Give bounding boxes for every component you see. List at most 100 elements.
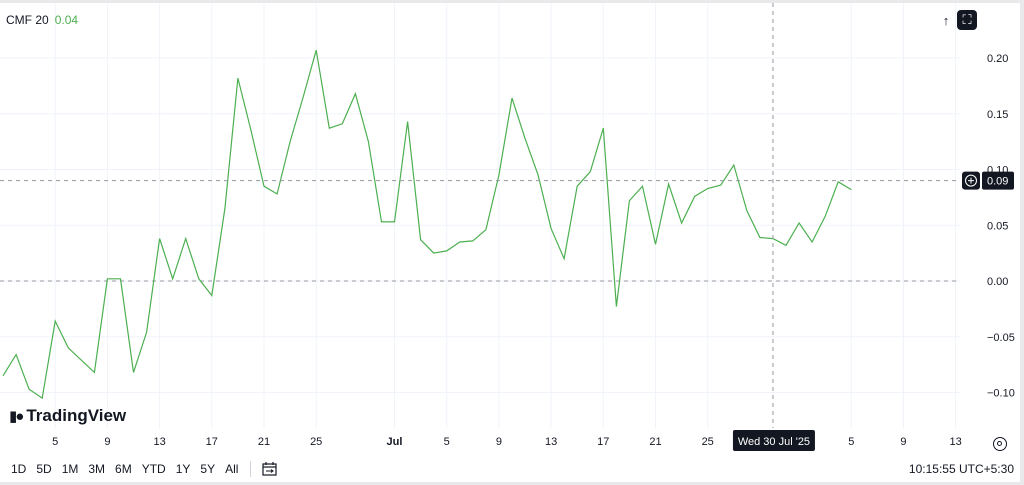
range-button-3m[interactable]: 3M	[88, 461, 106, 476]
x-tick-label: 17	[597, 436, 609, 448]
data-point[interactable]	[184, 237, 187, 240]
calendar-range-icon[interactable]	[261, 461, 279, 477]
range-button-5y[interactable]: 5Y	[200, 461, 216, 476]
data-point[interactable]	[41, 397, 44, 400]
tradingview-logo: ▮● TradingView	[9, 406, 126, 426]
arrow-up-icon[interactable]: ↑	[942, 12, 950, 28]
data-point[interactable]	[249, 129, 252, 132]
cmf-series-line[interactable]	[2, 50, 852, 400]
x-tick-label: 5	[848, 436, 854, 448]
data-point[interactable]	[445, 249, 448, 252]
data-point[interactable]	[302, 96, 305, 99]
data-point[interactable]	[758, 236, 761, 239]
y-tick-label: −0.10	[987, 388, 1015, 400]
range-button-1m[interactable]: 1M	[61, 461, 79, 476]
y-tick-label: 0.00	[987, 276, 1008, 288]
clock[interactable]: 10:15:55 UTC+5:30	[908, 462, 1014, 476]
data-point[interactable]	[263, 185, 266, 188]
data-point[interactable]	[602, 127, 605, 130]
data-point[interactable]	[28, 388, 31, 391]
data-point[interactable]	[197, 277, 200, 280]
data-point[interactable]	[628, 199, 631, 202]
data-point[interactable]	[171, 277, 174, 280]
data-point[interactable]	[785, 244, 788, 247]
data-point[interactable]	[236, 77, 239, 80]
crosshair-date-text: Wed 30 Jul '25	[738, 436, 810, 448]
data-point[interactable]	[524, 137, 527, 140]
range-button-ytd[interactable]: YTD	[141, 461, 166, 476]
fit-screen-icon[interactable]: ⛶	[957, 10, 977, 30]
data-point[interactable]	[706, 187, 709, 190]
x-tick-label: 9	[900, 436, 906, 448]
data-point[interactable]	[328, 127, 331, 130]
data-point[interactable]	[406, 120, 409, 123]
data-point[interactable]	[471, 239, 474, 242]
chart-frame: 0.20 0.15 0.10 0.05 0.00 −0.05 −0.10 5 9 13 17 21 25…	[0, 3, 1020, 482]
data-point[interactable]	[563, 257, 566, 260]
data-point[interactable]	[850, 188, 853, 191]
data-point[interactable]	[393, 220, 396, 223]
indicator-legend[interactable]: CMF 20 0.04	[6, 13, 78, 27]
data-point[interactable]	[680, 222, 683, 225]
data-point[interactable]	[367, 140, 370, 143]
data-point[interactable]	[432, 252, 435, 255]
data-point[interactable]	[289, 140, 292, 143]
data-point[interactable]	[15, 353, 18, 356]
data-point[interactable]	[276, 193, 279, 196]
data-point[interactable]	[824, 215, 827, 218]
data-point[interactable]	[119, 277, 122, 280]
add-alert-plus-icon[interactable]	[962, 171, 980, 190]
data-point[interactable]	[837, 180, 840, 183]
data-point[interactable]	[132, 371, 135, 374]
range-button-all[interactable]: All	[225, 461, 239, 476]
x-tick-label: 5	[52, 436, 58, 448]
data-point[interactable]	[654, 243, 657, 246]
data-point[interactable]	[537, 174, 540, 177]
settings-icon[interactable]	[993, 437, 1007, 451]
data-point[interactable]	[811, 240, 814, 243]
data-point[interactable]	[745, 209, 748, 212]
range-button-1d[interactable]: 1D	[11, 461, 27, 476]
data-point[interactable]	[798, 222, 801, 225]
x-tick-label: 9	[104, 436, 110, 448]
data-point[interactable]	[380, 220, 383, 223]
data-point[interactable]	[341, 122, 344, 125]
data-point[interactable]	[419, 238, 422, 241]
data-point[interactable]	[667, 182, 670, 185]
last-value-text: 0.09	[987, 176, 1008, 188]
data-point[interactable]	[484, 228, 487, 231]
cmf-chart[interactable]: 0.200.150.100.050.00−0.05−0.105 9 13 17 21 25…	[0, 3, 1020, 482]
data-point[interactable]	[589, 170, 592, 173]
x-tick-label: 17	[206, 436, 218, 448]
data-point[interactable]	[93, 371, 96, 374]
toolbar-divider	[250, 460, 252, 477]
data-point[interactable]	[106, 277, 109, 280]
data-point[interactable]	[550, 227, 553, 230]
range-button-5d[interactable]: 5D	[36, 461, 52, 476]
data-point[interactable]	[2, 374, 5, 377]
range-button-6m[interactable]: 6M	[115, 461, 132, 476]
data-point[interactable]	[641, 185, 644, 188]
data-point[interactable]	[693, 195, 696, 198]
y-tick-label: 0.05	[987, 220, 1008, 232]
x-tick-label: 25	[310, 436, 322, 448]
data-point[interactable]	[210, 294, 213, 297]
indicator-value: 0.04	[54, 13, 79, 27]
range-button-1y[interactable]: 1Y	[175, 461, 191, 476]
data-point[interactable]	[615, 305, 618, 308]
data-point[interactable]	[719, 184, 722, 187]
data-point[interactable]	[458, 240, 461, 243]
data-point[interactable]	[354, 92, 357, 95]
data-point[interactable]	[732, 164, 735, 167]
data-point[interactable]	[145, 331, 148, 334]
data-point[interactable]	[223, 207, 226, 210]
data-point[interactable]	[158, 237, 161, 240]
data-point[interactable]	[54, 320, 57, 323]
data-point[interactable]	[315, 49, 318, 52]
y-tick-label: 0.20	[987, 53, 1008, 65]
data-point[interactable]	[510, 97, 513, 100]
x-tick-label: 21	[649, 436, 661, 448]
data-point[interactable]	[576, 185, 579, 188]
data-point[interactable]	[497, 174, 500, 177]
data-point[interactable]	[67, 346, 70, 349]
